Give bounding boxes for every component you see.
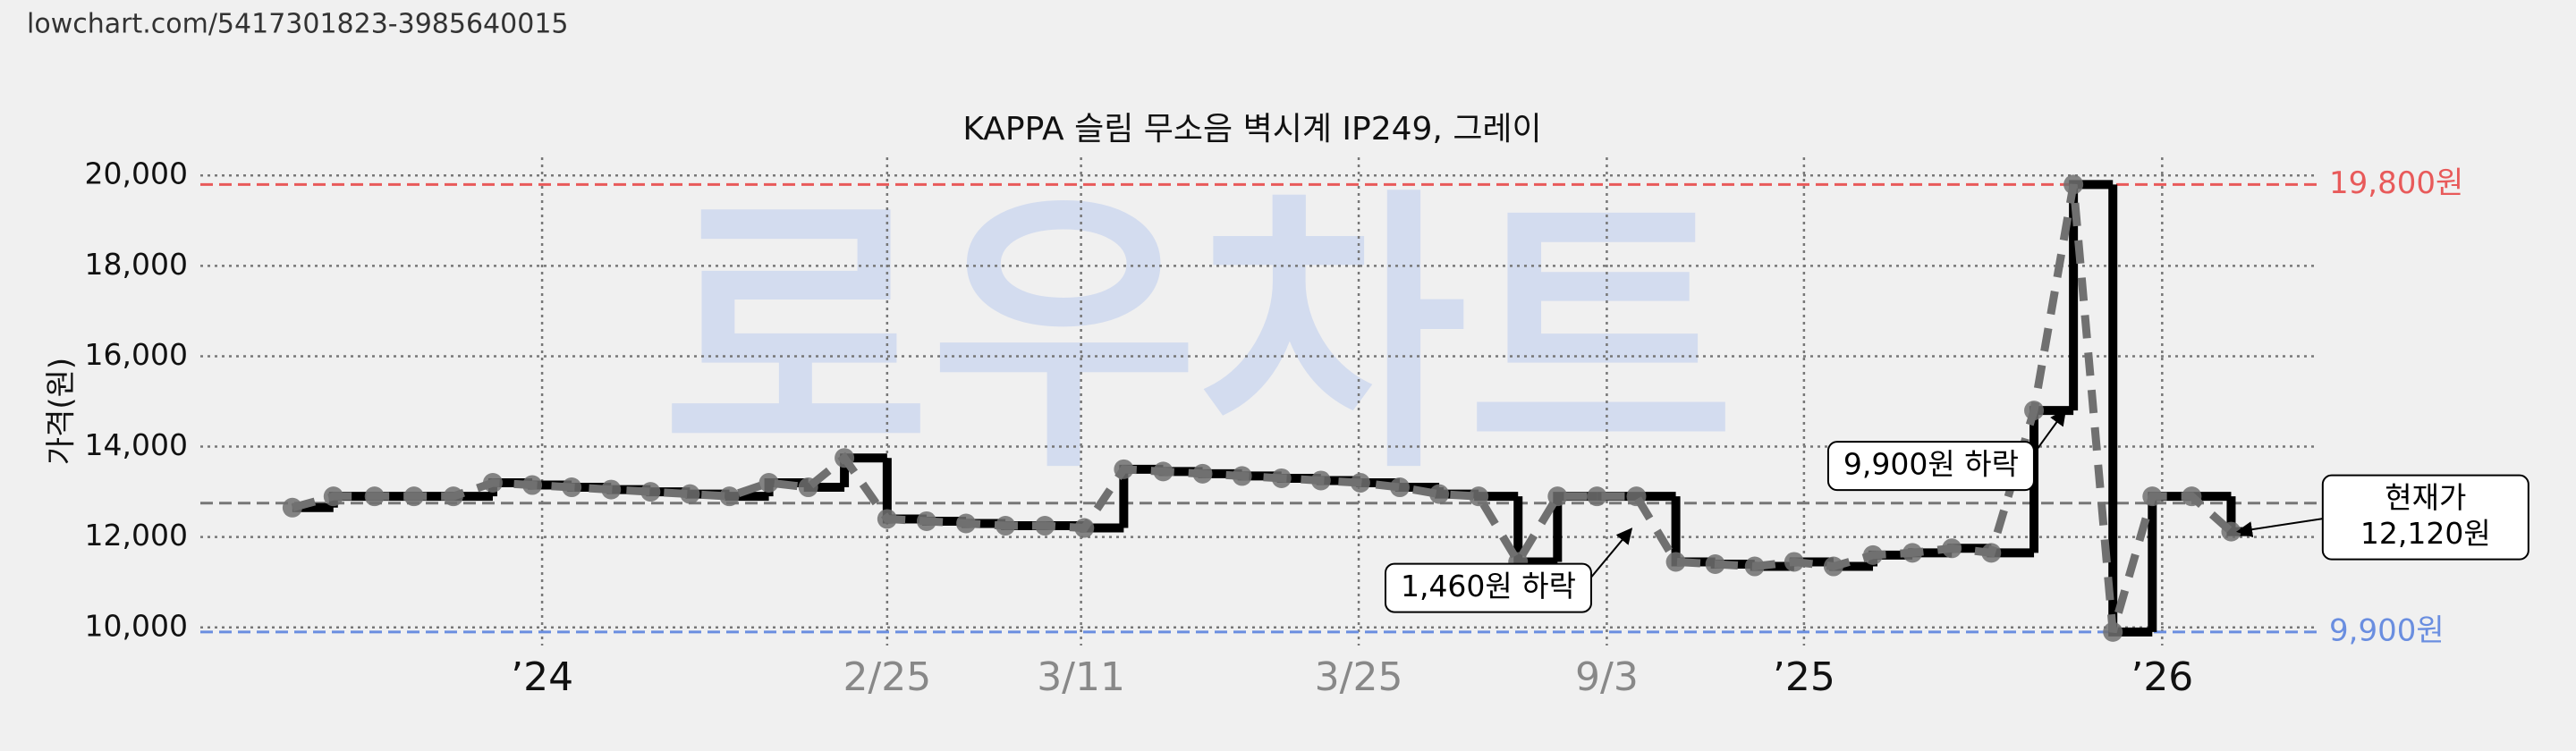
price-point xyxy=(2182,486,2202,507)
price-point xyxy=(1035,516,1055,536)
reference-label: 19,800원 xyxy=(2329,165,2463,201)
x-tick-label: 2/25 xyxy=(843,654,931,700)
price-point xyxy=(1744,556,1765,577)
x-tick-label: 9/3 xyxy=(1575,654,1639,700)
annotation-box xyxy=(1826,441,2035,492)
price-point xyxy=(1232,466,1252,486)
y-tick-label: 20,000 xyxy=(85,156,188,191)
annotation-box xyxy=(1384,562,1592,613)
price-point xyxy=(1310,470,1331,491)
price-point xyxy=(1350,473,1370,493)
annotation: 9,900원 하락 xyxy=(1826,409,2067,492)
price-point xyxy=(996,516,1016,536)
price-point xyxy=(835,448,855,468)
price-point xyxy=(1863,544,1884,565)
price-point xyxy=(1942,538,1962,559)
price-point xyxy=(1784,552,1804,572)
price-point xyxy=(1074,518,1095,538)
price-point xyxy=(1547,486,1568,507)
price-point xyxy=(1114,459,1134,479)
price-point xyxy=(2063,174,2084,195)
y-tick-label: 14,000 xyxy=(85,427,188,462)
price-point xyxy=(1469,486,1489,507)
price-point xyxy=(916,511,936,531)
annotation-text: 9,900원 하락 xyxy=(1843,447,2019,482)
price-point xyxy=(1153,461,1174,482)
price-point xyxy=(403,486,424,507)
price-point xyxy=(2142,486,2163,507)
price-point xyxy=(1389,477,1410,498)
y-tick-label: 10,000 xyxy=(85,608,188,643)
y-tick-label: 12,000 xyxy=(85,518,188,553)
chart-title: KAPPA 슬림 무소음 벽시계 IP249, 그레이 xyxy=(962,111,1541,148)
price-point xyxy=(680,484,700,504)
price-point xyxy=(601,479,622,500)
y-tick-label: 18,000 xyxy=(85,247,188,282)
price-point xyxy=(2024,401,2045,421)
x-tick-label: ’26 xyxy=(2131,654,2193,700)
y-axis-label: 가격(원) xyxy=(44,358,80,465)
price-point xyxy=(719,486,740,507)
price-point xyxy=(1705,554,1725,574)
price-point xyxy=(1429,484,1450,504)
annotation: 1,460원 하락 xyxy=(1384,527,1633,613)
url: lowchart.com/5417301823-3985640015 xyxy=(27,9,569,40)
price-point xyxy=(877,509,897,529)
annotation-box xyxy=(2321,474,2529,561)
x-tick-label: ’25 xyxy=(1773,654,1835,700)
annotation-text: 현재가 xyxy=(2385,480,2466,515)
price-point xyxy=(956,513,977,534)
price-point xyxy=(482,473,503,493)
step-segment xyxy=(2029,406,2074,553)
y-tick-label: 16,000 xyxy=(85,337,188,372)
price-point xyxy=(2103,621,2123,642)
x-tick-label: 3/11 xyxy=(1037,654,1125,700)
price-point xyxy=(562,477,582,498)
price-point xyxy=(282,497,302,518)
price-point xyxy=(443,486,463,507)
price-point xyxy=(364,486,385,507)
price-point xyxy=(2221,521,2241,542)
annotation-arrow xyxy=(2236,516,2332,538)
price-point xyxy=(1902,543,1923,563)
annotation-text: 12,120원 xyxy=(2360,516,2491,551)
price-point xyxy=(1981,543,2002,563)
price-point xyxy=(758,473,779,493)
annotation-text: 1,460원 하락 xyxy=(1401,569,1576,603)
price-point xyxy=(522,475,543,495)
step-segment xyxy=(2148,492,2192,632)
price-point xyxy=(1192,463,1213,484)
price-point xyxy=(640,482,661,502)
price-point xyxy=(1665,552,1686,572)
price-point xyxy=(323,486,343,507)
x-tick-label: 3/25 xyxy=(1315,654,1403,700)
reference-label: 9,900원 xyxy=(2329,612,2445,648)
price-point xyxy=(798,477,818,498)
price-point xyxy=(1626,486,1647,507)
price-point xyxy=(1587,486,1607,507)
price-point xyxy=(1823,556,1843,577)
price-point xyxy=(1271,468,1292,488)
x-tick-label: ’24 xyxy=(511,654,573,700)
watermark: 로우차트 xyxy=(662,165,1735,508)
